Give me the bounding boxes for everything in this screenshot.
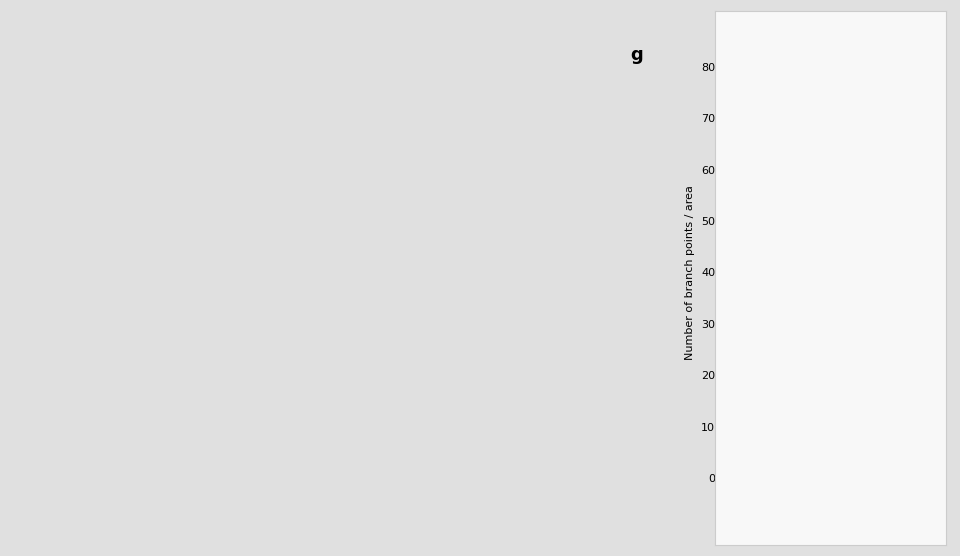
Text: g: g [630, 46, 642, 64]
Y-axis label: Number of branch points / area: Number of branch points / area [685, 185, 695, 360]
Legend: VZ/SVZ/IZ, SP/CP: VZ/SVZ/IZ, SP/CP [730, 72, 841, 83]
Bar [756, 298, 808, 478]
Bar [852, 123, 904, 203]
Bar [852, 203, 904, 478]
Bar [756, 247, 808, 298]
